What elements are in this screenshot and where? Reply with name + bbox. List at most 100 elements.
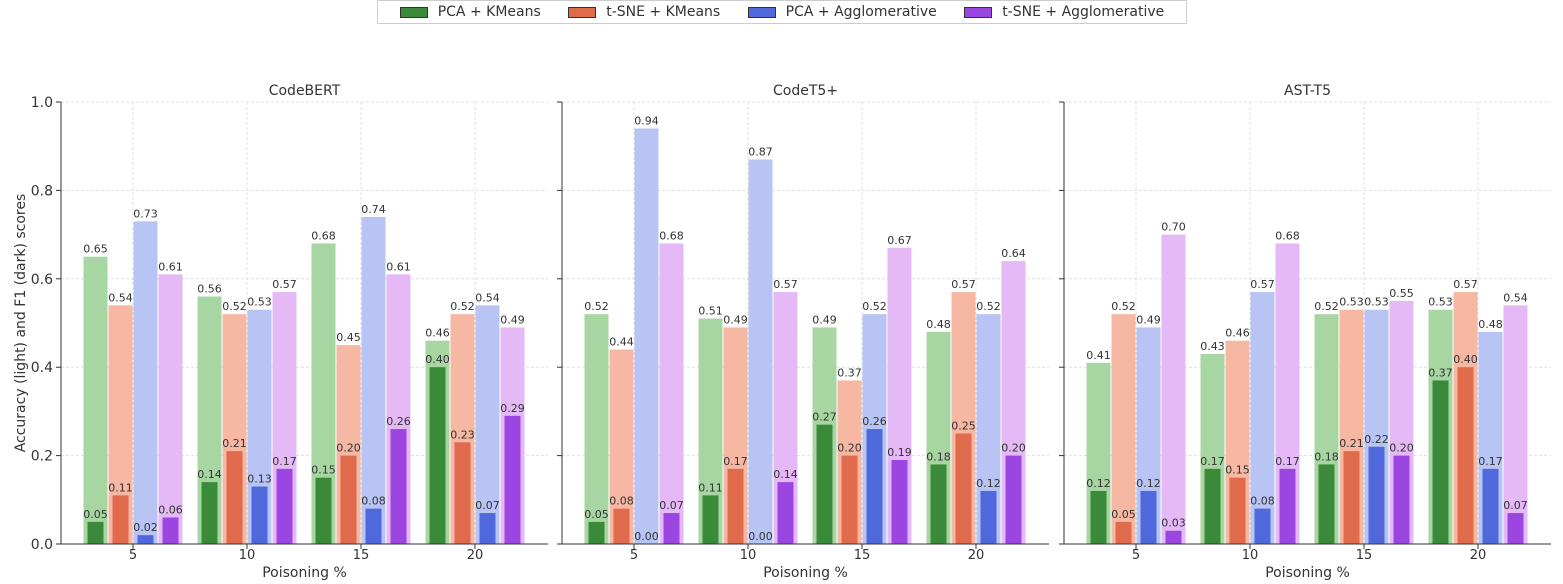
panel-3-accuracy-label: 0.70	[1161, 221, 1186, 234]
legend-item-pca-kmeans: PCA + KMeans	[399, 4, 541, 20]
panel-2-x-tick-label: 20	[968, 548, 985, 563]
panel-3-f1-label: 0.18	[1314, 450, 1339, 463]
panel-3-accuracy-label: 0.52	[1111, 300, 1136, 313]
panel-2-f1-bar	[588, 521, 605, 544]
panel-2-accuracy-label: 0.64	[1001, 247, 1026, 260]
panel-3-f1-label: 0.37	[1428, 366, 1453, 379]
panel-1-f1-label: 0.40	[425, 353, 450, 366]
panel-2-f1-label: 0.11	[698, 481, 723, 494]
panel-2-accuracy-label: 0.49	[812, 313, 837, 326]
panel-2-f1-label: 0.26	[862, 415, 887, 428]
panel-2-f1-label: 0.18	[926, 450, 951, 463]
legend-swatch-tsne-agglomerative	[964, 6, 993, 18]
panel-3-f1-bar	[1115, 521, 1132, 544]
panel-3-f1-bar	[1457, 367, 1474, 544]
panel-1-f1-bar	[315, 477, 332, 544]
panel-2-accuracy-label: 0.94	[634, 115, 659, 128]
panel-1-accuracy-label: 0.52	[222, 300, 247, 313]
legend-item-pca-agglomerative: PCA + Agglomerative	[747, 4, 937, 20]
panel-1-accuracy-label: 0.61	[386, 260, 411, 273]
panel-2-x-tick-label: 15	[854, 548, 871, 563]
panel-2-accuracy-bar	[659, 243, 684, 544]
panel-2-f1-bar	[663, 513, 680, 544]
panel-1-x-tick-label: 15	[353, 548, 370, 563]
panel-3-accuracy-label: 0.53	[1339, 296, 1364, 309]
panel-1-f1-bar	[454, 442, 471, 544]
panel-3-f1-bar	[1279, 468, 1296, 544]
panel-1-x-tick-label: 10	[239, 548, 256, 563]
panel-1-f1-bar	[201, 482, 218, 544]
panel-2-f1-bar	[891, 460, 908, 544]
panel-3-accuracy-label: 0.53	[1364, 296, 1389, 309]
y-tick-label: 0.6	[31, 272, 53, 288]
panel-3-f1-label: 0.12	[1086, 477, 1111, 490]
panel-2-accuracy-label: 0.48	[926, 318, 951, 331]
panel-3-f1-bar	[1090, 490, 1107, 544]
panel-1-f1-label: 0.06	[158, 503, 183, 516]
panel-1-f1-bar	[112, 495, 129, 544]
panel-3-accuracy-label: 0.52	[1314, 300, 1339, 313]
panel-1-accuracy-bar	[133, 221, 158, 544]
panel-1-accuracy-label: 0.74	[361, 203, 386, 216]
panel-1-accuracy-label: 0.54	[475, 291, 500, 304]
panel-2-f1-bar	[955, 433, 972, 544]
panel-1-f1-label: 0.13	[247, 473, 272, 486]
panel-1-f1-label: 0.02	[133, 521, 158, 534]
panel-3-accuracy-label: 0.68	[1275, 229, 1300, 242]
legend-label-pca-kmeans: PCA + KMeans	[437, 4, 541, 20]
panel-1-accuracy-label: 0.65	[83, 243, 108, 256]
panel-1-f1-bar	[504, 415, 521, 544]
panel-3-f1-bar	[1204, 468, 1221, 544]
panel-1-f1-label: 0.14	[197, 468, 222, 481]
panel-3-accuracy-label: 0.43	[1200, 340, 1225, 353]
legend-swatch-pca-agglomerative	[747, 6, 776, 18]
panel-1-f1-bar	[276, 468, 293, 544]
panel-1-accuracy-label: 0.45	[336, 331, 361, 344]
panel-3-f1-bar	[1140, 490, 1157, 544]
panel-3-x-axis-label: Poisoning %	[1265, 565, 1350, 581]
panel-2-f1-label: 0.14	[773, 468, 798, 481]
panel-3-accuracy-label: 0.54	[1503, 291, 1528, 304]
legend-item-tsne-kmeans: t-SNE + KMeans	[568, 4, 720, 20]
y-tick-label: 0.0	[31, 537, 53, 553]
panel-1-accuracy-label: 0.56	[197, 282, 222, 295]
panel-3-f1-bar	[1343, 451, 1360, 544]
panel-2-x-axis-label: Poisoning %	[763, 565, 848, 581]
panel-1-f1-label: 0.07	[475, 499, 500, 512]
panel-2-f1-bar	[841, 455, 858, 544]
panel-2-accuracy-label: 0.87	[748, 145, 773, 158]
legend: PCA + KMeans t-SNE + KMeans PCA + Agglom…	[377, 0, 1187, 24]
panel-3-f1-label: 0.07	[1503, 499, 1528, 512]
panel-2-f1-label: 0.00	[748, 530, 773, 543]
panel-1-f1-label: 0.11	[108, 481, 133, 494]
y-tick-label: 1.0	[31, 95, 53, 111]
panel-2-f1-label: 0.08	[609, 495, 634, 508]
legend-swatch-pca-kmeans	[399, 6, 428, 18]
panel-2-x-tick-label: 10	[740, 548, 757, 563]
panel-2-title: CodeT5+	[773, 83, 838, 99]
panel-2-f1-bar	[613, 508, 630, 544]
y-tick-label: 0.2	[31, 449, 53, 465]
panel-2-accuracy-label: 0.68	[659, 229, 684, 242]
panel-3-f1-label: 0.17	[1275, 455, 1300, 468]
panel-2-f1-bar	[702, 495, 719, 544]
legend-label-pca-agglomerative: PCA + Agglomerative	[785, 4, 937, 20]
panel-2-accuracy-label: 0.51	[698, 305, 723, 318]
panel-3-accuracy-label: 0.49	[1136, 313, 1161, 326]
panel-2-accuracy-label: 0.52	[584, 300, 609, 313]
panel-3-f1-label: 0.08	[1250, 495, 1275, 508]
panel-3-f1-label: 0.15	[1225, 464, 1250, 477]
panel-3-accuracy-bar	[1111, 314, 1136, 544]
panel-2-f1-bar	[777, 482, 794, 544]
panel-2-f1-label: 0.27	[812, 411, 837, 424]
panel-3-accuracy-bar	[1503, 305, 1528, 544]
panel-2-accuracy-bar	[584, 314, 609, 544]
panel-2-accuracy-label: 0.52	[862, 300, 887, 313]
panel-1-f1-bar	[365, 508, 382, 544]
panel-2-f1-bar	[980, 490, 997, 544]
panel-3-x-tick-label: 5	[1132, 548, 1140, 563]
panel-3-accuracy-label: 0.55	[1389, 287, 1414, 300]
panel-3-accuracy-label: 0.41	[1086, 349, 1111, 362]
panel-3-x-tick-label: 20	[1470, 548, 1487, 563]
